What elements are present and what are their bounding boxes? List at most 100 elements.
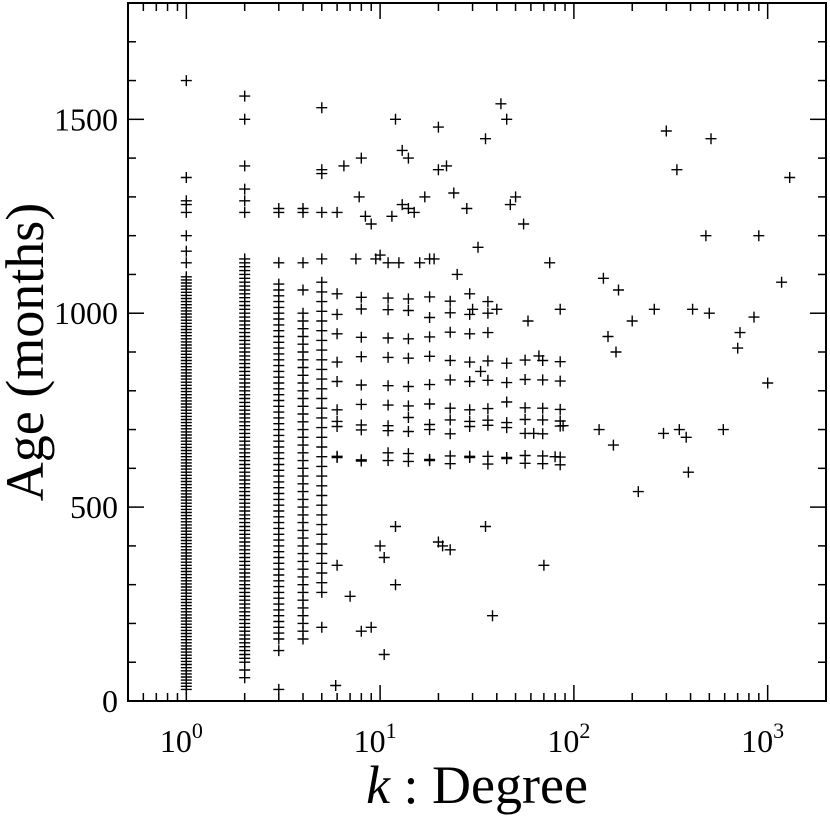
data-point [316,393,328,404]
data-point [316,567,328,579]
data-point [316,276,328,288]
data-point [386,210,398,222]
data-point [613,284,624,296]
data-point [680,431,692,443]
data-point [519,402,531,414]
x-axis-title: k : Degree [366,755,588,815]
data-point [316,296,328,308]
x-tick-label: 103 [741,718,784,759]
data-point [402,352,414,364]
x-axis-variable: k [366,755,391,815]
data-point [537,355,549,366]
data-point [424,398,436,410]
y-tick-label: 0 [102,683,118,719]
data-point [748,311,760,323]
data-point [464,328,476,340]
data-point [519,354,531,366]
data-point [682,466,694,478]
data-point [491,303,503,315]
data-point [444,544,456,556]
data-point [464,308,476,320]
data-point [451,268,463,280]
data-point [239,195,251,207]
data-point [687,303,699,315]
data-point [428,253,440,265]
data-point [504,199,516,211]
data-point [424,379,436,391]
data-point [753,230,765,242]
data-point [776,276,788,288]
data-point [355,331,367,343]
data-point [393,257,405,269]
data-point [239,253,251,265]
data-point [501,113,513,125]
data-point [355,625,367,637]
data-point [331,308,343,320]
data-point [537,374,549,386]
data-point [338,160,350,172]
data-point [602,331,614,342]
axis-ticks [127,2,827,702]
data-point [402,305,414,316]
data-point [316,305,328,317]
data-point [239,113,251,125]
data-point [671,164,683,176]
data-point [180,75,192,87]
data-point [316,519,328,531]
data-point [762,377,774,389]
data-point [593,424,605,436]
data-point [374,540,386,552]
data-point [330,680,342,691]
data-point [705,133,717,145]
data-point [444,374,456,386]
data-point [441,160,452,172]
data-point [501,417,513,429]
data-point [355,303,367,315]
data-point [316,363,328,375]
data-point [390,521,401,532]
data-point [331,288,343,300]
data-point [554,403,566,415]
data-point [444,295,456,307]
data-point [537,428,549,440]
data-point [316,286,328,298]
data-point [180,172,192,183]
data-point [734,327,746,339]
data-point [378,649,390,660]
data-point [402,455,414,467]
data-point [365,621,377,633]
data-point [607,439,619,451]
data-point [522,315,534,327]
data-point [355,351,367,363]
data-point [316,451,328,463]
data-points [180,75,796,695]
data-point [316,253,328,265]
data-point [597,272,609,284]
data-point [396,199,408,211]
data-point [374,249,386,261]
data-point [717,424,729,436]
data-point [510,191,522,203]
data-point [331,559,343,571]
data-point [382,380,394,392]
data-point [316,470,328,482]
data-point [424,350,436,362]
data-point [355,291,367,303]
data-point [554,415,566,427]
data-point [382,304,394,316]
data-point [402,426,414,437]
data-point [297,257,309,269]
data-point [461,203,473,214]
data-point [316,621,328,633]
y-tick-label: 1500 [54,101,118,137]
data-point [482,327,494,339]
y-axis-title: Age (months) [0,203,55,501]
data-point [273,683,285,695]
data-point [180,245,192,257]
data-point [316,102,328,114]
data-point [297,203,309,214]
data-point [355,379,367,391]
data-point [316,441,328,453]
data-point [444,402,456,414]
